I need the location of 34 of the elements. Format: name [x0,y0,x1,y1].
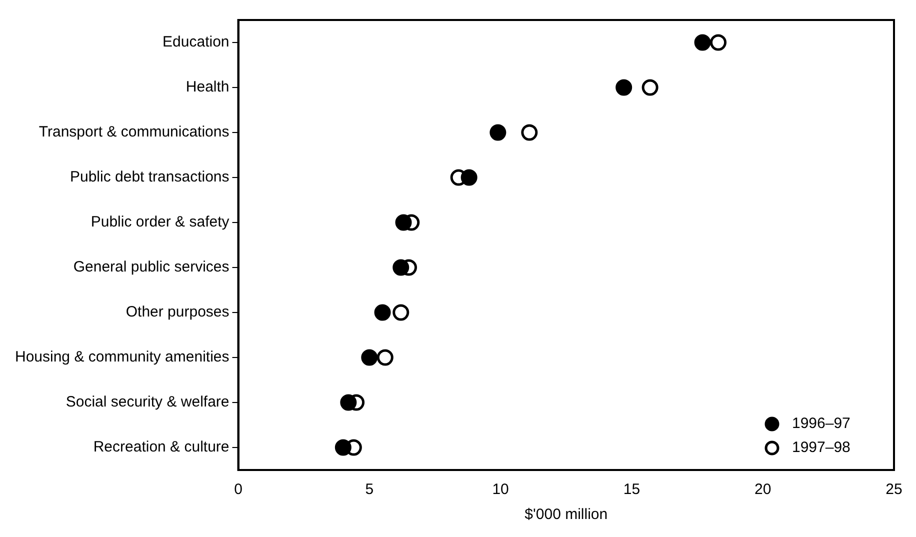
y-tick-label: Social security & welfare [66,394,230,411]
legend-label: 1997–98 [792,439,850,456]
point [392,304,410,321]
point [521,124,538,141]
point [340,394,357,411]
point [642,79,658,96]
point [710,34,727,51]
y-tick-label: Public debt transactions [70,168,230,186]
y-tick-label: Public order & safety [90,214,230,231]
point [374,304,391,321]
x-tick-label: 5 [365,481,374,498]
x-tick-label: 25 [886,481,902,498]
point [460,169,478,186]
y-tick-label: Recreation & culture [93,438,230,456]
x-tick-label: 15 [623,481,640,498]
point [490,124,506,141]
point [361,349,378,366]
legend-label: 1996–97 [792,415,850,432]
point [616,79,632,96]
x-tick-label: 20 [754,481,772,498]
y-tick-label: Other purposes [126,304,230,321]
point [376,349,394,366]
y-tick-label: Education [162,34,230,51]
x-tick-label: 0 [234,481,242,498]
x-axis-title: $'000 million [524,506,608,524]
y-tick-label: Transport & communications [38,124,230,141]
point [334,439,352,456]
y-tick-label: General public services [73,258,230,276]
x-tick-label: 10 [492,481,509,498]
y-tick-label: Health [186,78,230,96]
y-tick-label: Housing & community amenities [14,348,230,366]
point [392,259,410,276]
point [694,34,711,51]
point [395,214,412,231]
